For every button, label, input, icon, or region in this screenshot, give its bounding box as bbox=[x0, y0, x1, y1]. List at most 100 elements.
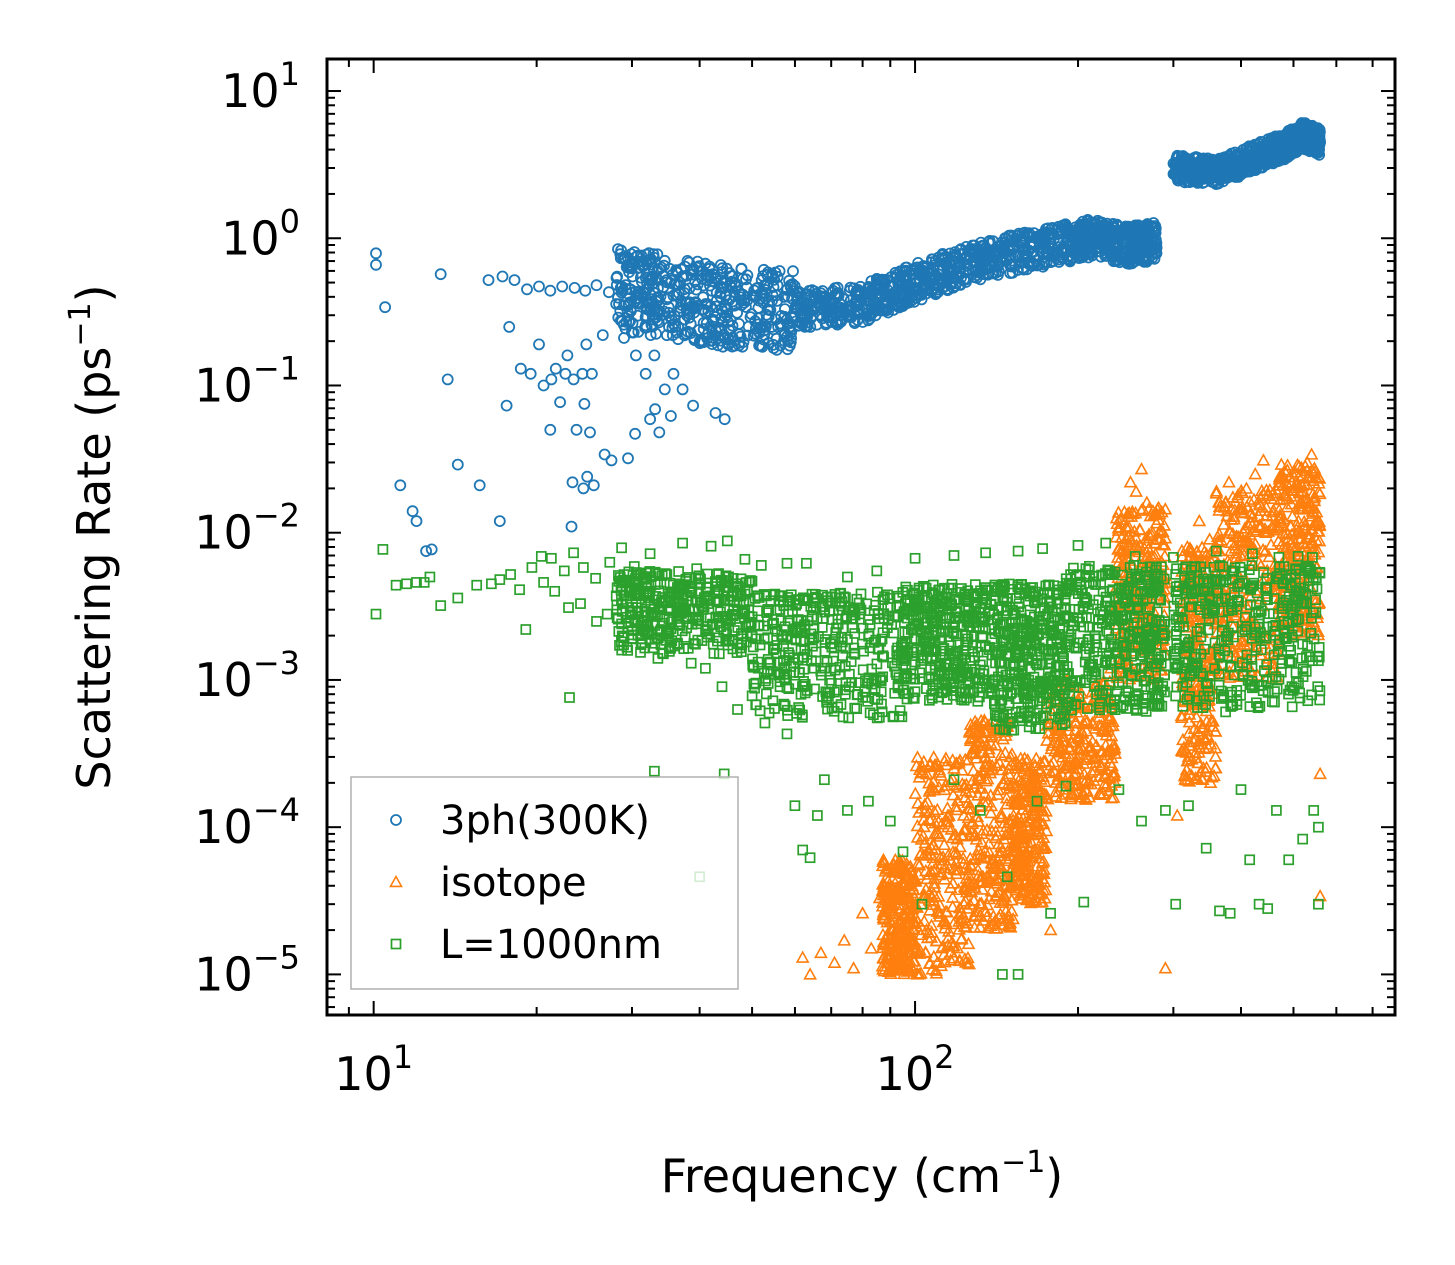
phonon-3ph-point bbox=[646, 270, 659, 283]
phonon-3ph-point bbox=[1053, 253, 1065, 266]
phonon-3ph-point bbox=[873, 300, 885, 313]
phonon-3ph-point bbox=[722, 338, 735, 351]
phonon-3ph-point bbox=[863, 308, 876, 321]
phonon-3ph-point bbox=[740, 301, 752, 313]
phonon-3ph-point bbox=[960, 276, 972, 288]
phonon-3ph-point bbox=[1107, 255, 1120, 268]
phonon-3ph-point bbox=[681, 325, 694, 338]
phonon-3ph-point bbox=[691, 278, 704, 291]
phonon-3ph-point bbox=[1005, 254, 1018, 267]
phonon-3ph-point bbox=[852, 283, 865, 296]
phonon-3ph-point bbox=[1137, 225, 1150, 238]
phonon-3ph-point bbox=[1010, 232, 1022, 245]
phonon-3ph-point bbox=[918, 261, 931, 274]
phonon-3ph-point bbox=[763, 304, 776, 317]
phonon-3ph-point bbox=[1149, 233, 1162, 246]
phonon-3ph-point bbox=[856, 316, 869, 328]
phonon-3ph-point bbox=[992, 268, 1004, 281]
phonon-3ph-point bbox=[613, 298, 625, 311]
phonon-3ph-point bbox=[894, 265, 907, 278]
phonon-3ph-point bbox=[672, 320, 684, 333]
phonon-3ph-point bbox=[784, 336, 797, 349]
phonon-3ph-point bbox=[878, 278, 891, 291]
phonon-3ph-point bbox=[623, 262, 635, 274]
phonon-3ph-point bbox=[922, 275, 934, 288]
phonon-3ph-point bbox=[1133, 225, 1146, 238]
phonon-3ph-point bbox=[872, 299, 884, 312]
phonon-3ph-point bbox=[863, 288, 876, 301]
phonon-3ph-point bbox=[819, 318, 832, 331]
phonon-3ph-point bbox=[845, 309, 858, 322]
phonon-3ph-point bbox=[865, 286, 878, 299]
phonon-3ph-point bbox=[954, 261, 967, 274]
phonon-3ph-point bbox=[1107, 217, 1119, 230]
phonon-3ph-point bbox=[822, 311, 834, 324]
phonon-3ph-point bbox=[1046, 242, 1059, 255]
phonon-3ph-point bbox=[615, 244, 627, 257]
phonon-3ph-point bbox=[1084, 247, 1096, 260]
phonon-3ph-point bbox=[733, 328, 746, 341]
phonon-3ph-point bbox=[1065, 245, 1078, 258]
phonon-3ph-point bbox=[1140, 222, 1153, 235]
phonon-3ph-point bbox=[1099, 249, 1111, 262]
phonon-3ph-point bbox=[770, 289, 783, 302]
phonon-3ph-point bbox=[808, 285, 821, 298]
phonon-3ph-point bbox=[793, 285, 805, 298]
phonon-3ph-point bbox=[1004, 243, 1016, 255]
phonon-3ph-point bbox=[787, 265, 799, 278]
phonon-3ph-point bbox=[674, 305, 687, 318]
phonon-3ph-point bbox=[929, 255, 942, 268]
phonon-3ph-point bbox=[945, 276, 958, 289]
phonon-3ph-point bbox=[703, 260, 716, 273]
phonon-3ph-point bbox=[832, 318, 845, 331]
phonon-3ph-point bbox=[1126, 222, 1138, 235]
phonon-3ph-point bbox=[1086, 224, 1099, 237]
phonon-3ph-point bbox=[722, 333, 735, 346]
phonon-3ph-point bbox=[627, 326, 639, 339]
phonon-3ph-point bbox=[1059, 242, 1071, 255]
phonon-3ph-point bbox=[1021, 228, 1034, 241]
phonon-3ph-point bbox=[662, 301, 675, 314]
phonon-3ph-point bbox=[791, 291, 804, 304]
phonon-3ph-point bbox=[670, 277, 683, 290]
phonon-3ph-point bbox=[834, 298, 847, 311]
phonon-3ph-point bbox=[1056, 219, 1069, 232]
phonon-3ph-point bbox=[1084, 231, 1097, 244]
phonon-3ph-point bbox=[714, 259, 727, 271]
phonon-3ph-point bbox=[645, 253, 657, 265]
phonon-3ph-point bbox=[752, 301, 765, 314]
phonon-3ph-point bbox=[654, 290, 667, 303]
phonon-3ph-point bbox=[726, 275, 738, 288]
phonon-3ph-point bbox=[885, 290, 898, 303]
phonon-3ph-point bbox=[749, 327, 761, 340]
phonon-3ph-point bbox=[677, 270, 690, 283]
phonon-3ph-point bbox=[716, 266, 728, 278]
phonon-3ph-point bbox=[774, 339, 787, 352]
phonon-3ph-point bbox=[652, 282, 664, 295]
phonon-3ph-point bbox=[986, 266, 999, 279]
phonon-3ph-point bbox=[936, 247, 949, 260]
phonon-3ph-point bbox=[640, 303, 653, 316]
phonon-3ph-point bbox=[801, 302, 814, 315]
data-markers bbox=[370, 117, 1327, 980]
phonon-3ph-point bbox=[815, 301, 827, 314]
phonon-3ph-point bbox=[762, 336, 775, 349]
phonon-3ph-point bbox=[976, 260, 988, 273]
phonon-3ph-point bbox=[688, 306, 700, 319]
phonon-3ph-point bbox=[1086, 249, 1099, 262]
phonon-3ph-point bbox=[695, 335, 707, 348]
phonon-3ph-point bbox=[650, 327, 662, 340]
phonon-3ph-point bbox=[687, 262, 700, 275]
phonon-3ph-point bbox=[988, 251, 1001, 263]
phonon-3ph-point bbox=[662, 306, 675, 319]
phonon-3ph-point bbox=[1040, 257, 1053, 269]
phonon-3ph-point bbox=[797, 313, 810, 326]
phonon-3ph-point bbox=[735, 262, 748, 275]
phonon-3ph-point bbox=[760, 320, 772, 333]
phonon-3ph-point bbox=[736, 288, 749, 301]
phonon-3ph-point bbox=[761, 268, 774, 281]
phonon-3ph-point bbox=[890, 269, 903, 281]
phonon-3ph-point bbox=[891, 298, 904, 311]
phonon-3ph-point bbox=[728, 339, 741, 352]
